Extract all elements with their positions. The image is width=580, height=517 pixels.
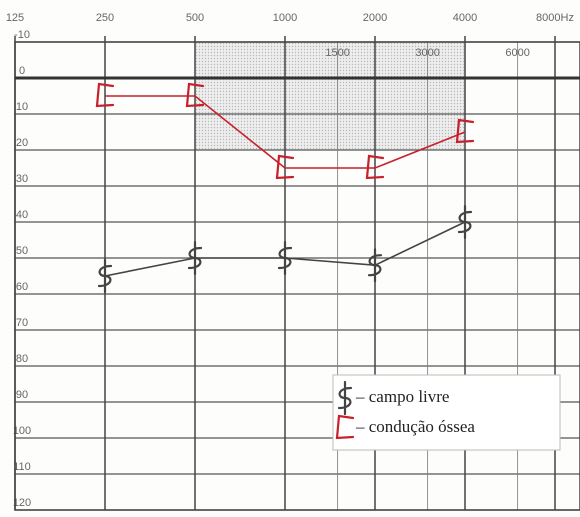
y-tick-label: 40	[16, 209, 28, 221]
x-tick-label: 500	[186, 12, 204, 24]
x-tick-label: 125	[6, 12, 24, 24]
bone-marker	[275, 154, 295, 180]
x-minor-tick-label: 1500	[325, 47, 349, 59]
marks	[95, 82, 475, 294]
y-tick-label: 90	[16, 389, 28, 401]
free-field-marker	[457, 204, 473, 240]
y-tick-label: 50	[16, 245, 28, 257]
y-tick-label: -10	[14, 29, 30, 41]
bone-marker	[95, 82, 115, 108]
legend: – campo livre – condução óssea	[332, 374, 561, 451]
x-minor-tick-label: 3000	[415, 47, 439, 59]
x-minor-tick-label: 6000	[505, 47, 529, 59]
y-tick-label: 120	[13, 497, 31, 509]
y-tick-label: 110	[13, 461, 31, 473]
bone-marker	[455, 118, 475, 144]
free-field-marker	[337, 380, 353, 416]
legend-box	[332, 374, 561, 451]
y-tick-label: 0	[19, 65, 25, 77]
free-field-marker	[277, 240, 293, 276]
y-tick-label: 60	[16, 281, 28, 293]
x-tick-label: 2000	[363, 12, 387, 24]
y-tick-label: 30	[16, 173, 28, 185]
free-field-marker	[187, 240, 203, 276]
x-tick-label: 250	[96, 12, 114, 24]
y-tick-label: 10	[16, 101, 28, 113]
y-tick-label: 100	[13, 425, 31, 437]
x-tick-label: 4000	[453, 12, 477, 24]
bone-marker	[365, 154, 385, 180]
free-field-marker	[97, 258, 113, 294]
series-line	[105, 95, 466, 169]
x-tick-label: 1000	[273, 12, 297, 24]
plot-frame	[14, 41, 580, 511]
free-field-marker	[367, 248, 383, 283]
y-tick-label: 70	[16, 317, 28, 329]
legend-label: – condução óssea	[355, 417, 475, 436]
y-tick-label: 20	[16, 137, 28, 149]
y-tick-label: 80	[16, 353, 28, 365]
legend-label: – campo livre	[355, 387, 449, 406]
x-tick-label: 8000Hz	[536, 12, 574, 24]
bone-marker	[335, 414, 355, 440]
bone-marker	[185, 82, 205, 108]
